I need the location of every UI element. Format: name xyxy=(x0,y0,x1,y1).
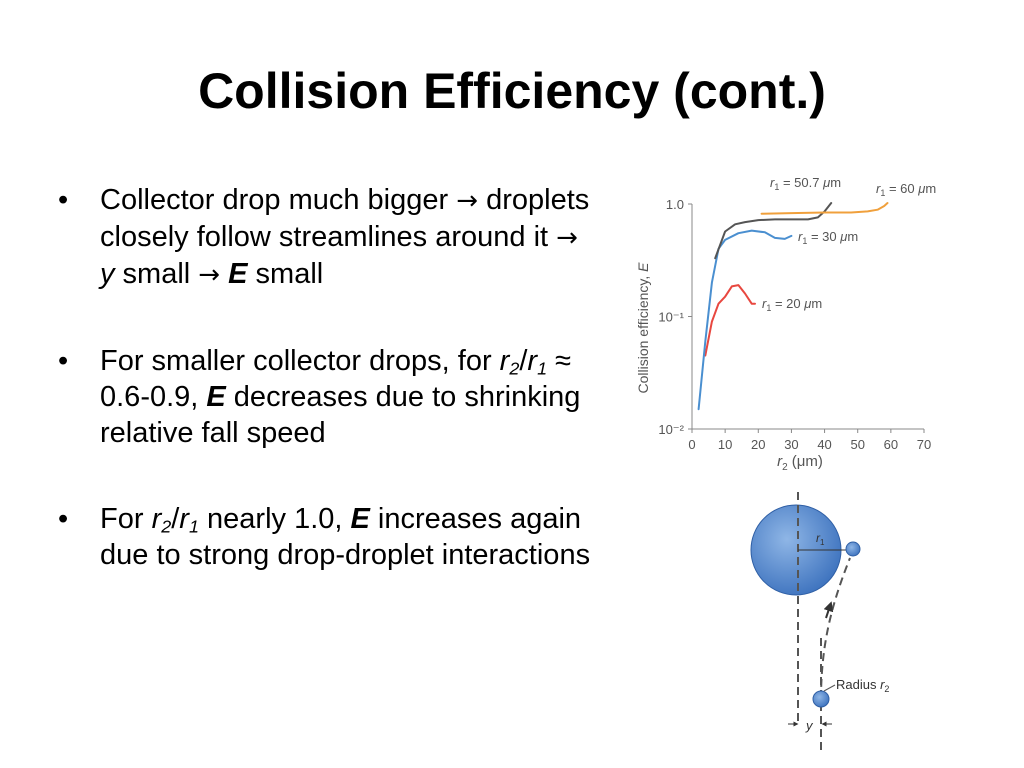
x-tick-label: 50 xyxy=(850,437,864,452)
bullet-text: / xyxy=(171,503,180,535)
bullet-text: / xyxy=(519,345,528,377)
bullet-item: • Collector drop much bigger → droplets … xyxy=(58,182,598,293)
subscript: 2 xyxy=(509,358,520,379)
series-label-r1-60: r1 = 60 μm xyxy=(876,181,936,198)
series-line-3 xyxy=(714,202,833,260)
bullet-item: • For smaller collector drops, for r2/r1… xyxy=(58,343,598,451)
arrow-right-icon: → xyxy=(456,186,479,216)
droplet-top xyxy=(845,541,861,557)
subscript: 1 xyxy=(537,358,548,379)
subscript: 1 xyxy=(188,516,199,537)
collision-diagram: r1 Radius r2 y xyxy=(750,492,889,753)
variable-e: E xyxy=(350,503,370,535)
x-tick-label: 0 xyxy=(688,437,695,452)
y-tick-label: 1.0 xyxy=(666,197,684,212)
bullet-text: For smaller collector drops, for xyxy=(100,345,500,377)
radius-leader-line xyxy=(823,684,836,692)
series-line-2 xyxy=(697,229,793,411)
r1-label: r1 xyxy=(816,531,825,547)
bullet-text: droplets closely follow streamlines arou… xyxy=(100,184,590,253)
variable-e: E xyxy=(206,381,226,413)
variable-r: r xyxy=(499,345,510,377)
arrow-right-icon: → xyxy=(198,260,221,290)
x-tick-label: 30 xyxy=(784,437,798,452)
bullet-text: Collector drop much bigger xyxy=(100,184,457,216)
bullet-list: • Collector drop much bigger → droplets … xyxy=(58,182,598,623)
bullet-text: For xyxy=(100,503,152,535)
bullet-text: ≈ 0.6-0.9, xyxy=(100,345,572,413)
variable-e: E xyxy=(220,258,248,290)
bullet-dot-icon: • xyxy=(58,345,69,377)
x-axis-label: r2 (μm) xyxy=(777,453,823,473)
slide-title: Collision Efficiency (cont.) xyxy=(198,63,826,119)
bullet-dot-icon: • xyxy=(58,184,69,216)
variable-r: r xyxy=(179,503,189,535)
y-tick-label: 10⁻¹ xyxy=(658,310,684,325)
variable-y: y xyxy=(100,258,115,290)
bullet-item: • For r2/r1 nearly 1.0, E increases agai… xyxy=(58,501,598,573)
series-line-4 xyxy=(760,202,889,215)
bullet-text: decreases due to shrinking relative fall… xyxy=(100,381,581,449)
droplet-bottom xyxy=(812,690,830,708)
arrow-right-icon: → xyxy=(556,223,578,253)
y-tick-label: 10⁻² xyxy=(658,422,684,437)
y-axis-label: Collision efficiency, E xyxy=(635,262,651,394)
x-tick-label: 20 xyxy=(751,437,765,452)
variable-r: r xyxy=(151,503,162,535)
collision-efficiency-chart: 0 10 20 30 40 50 60 70 1.0 10⁻¹ 10⁻² Collision eff… xyxy=(635,175,936,473)
series-line-1 xyxy=(704,284,756,357)
trajectory-arrow-icon xyxy=(823,601,834,619)
x-tick-label: 40 xyxy=(817,437,831,452)
bullet-text: increases again due to strong drop-dropl… xyxy=(100,503,591,571)
x-tick-label: 60 xyxy=(884,437,898,452)
series-label-r1-50-7: r1 = 50.7 μm xyxy=(770,175,841,192)
y-label: y xyxy=(805,718,814,733)
bullet-dot-icon: • xyxy=(58,503,69,535)
x-tick-label: 70 xyxy=(917,437,931,452)
subscript: 2 xyxy=(161,516,172,537)
series-label-r1-30: r1 = 30 μm xyxy=(798,229,858,246)
bullet-text: small xyxy=(114,258,199,290)
bullet-text: small xyxy=(247,258,324,290)
variable-r: r xyxy=(527,345,538,377)
x-tick-label: 10 xyxy=(718,437,732,452)
radius-r2-label: Radius r2 xyxy=(836,677,889,694)
bullet-text: nearly 1.0, xyxy=(198,503,351,535)
series-label-r1-20: r1 = 20 μm xyxy=(762,296,822,313)
